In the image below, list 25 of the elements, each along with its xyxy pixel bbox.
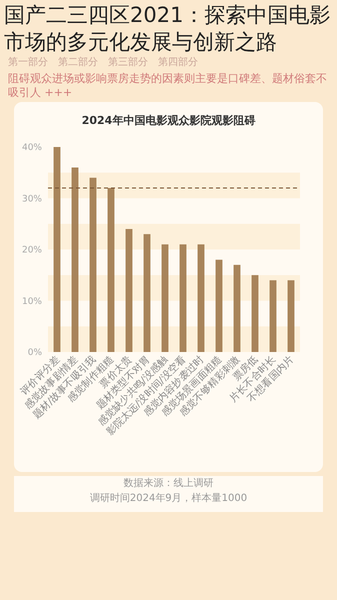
bar — [270, 280, 276, 352]
text: 调研时间2024年9月，样本量1000 — [88, 492, 248, 506]
bar — [108, 188, 114, 352]
text: 阻碍观众进场或影响票房走势的因素则主要是口碑差、题材俗套不吸引人 +++ — [7, 71, 328, 101]
bar — [144, 234, 150, 352]
y-tick-label: 10% — [22, 296, 42, 307]
source-note: 数据来源：线上调研 — [122, 476, 214, 491]
chart-title: 国产二三四区2021：探索中国电影市场的多元化发展与创新之路 — [3, 2, 332, 56]
bar — [90, 178, 96, 352]
y-tick-label: 40% — [22, 143, 42, 153]
y-tick-label: 30% — [22, 194, 42, 204]
bar — [180, 244, 186, 352]
bar — [72, 168, 78, 352]
bar — [54, 147, 60, 352]
bar — [252, 275, 258, 352]
y-tick-label: 0% — [28, 348, 42, 358]
y-tick-label: 20% — [22, 246, 42, 256]
bar — [126, 229, 132, 352]
bar — [162, 244, 168, 352]
bar — [234, 264, 240, 352]
chart-subtitle: 2024年中国电影观众影院观影阻碍 — [82, 114, 256, 127]
bar — [198, 244, 204, 352]
bar — [288, 280, 294, 352]
text: 第一部分 第二部分 第三部分 第四部分 — [7, 56, 199, 70]
bar — [216, 260, 222, 352]
